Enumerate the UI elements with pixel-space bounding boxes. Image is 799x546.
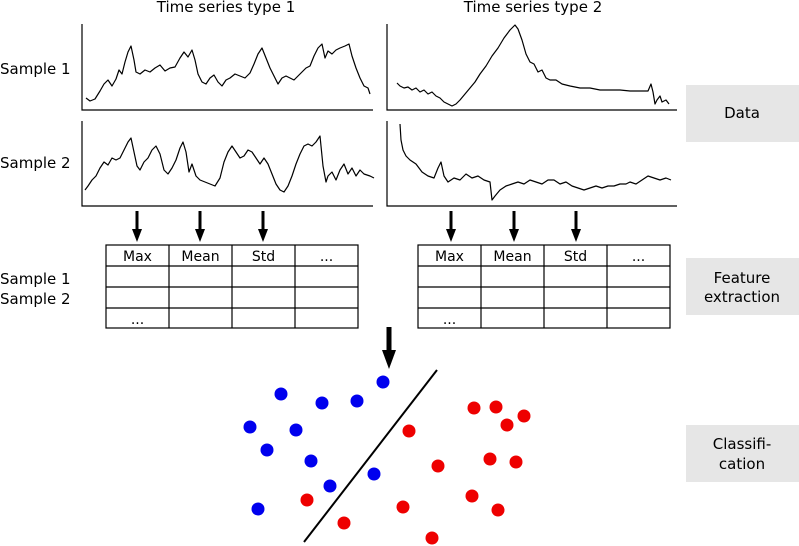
stage-label-data: Data	[724, 104, 760, 122]
table-header-cell: Std	[564, 249, 587, 265]
blue-class-point	[315, 396, 329, 410]
blue-class-point	[350, 394, 364, 408]
red-class-point	[396, 500, 410, 514]
row-label-sample-2: Sample 2	[0, 154, 71, 172]
red-class-point	[467, 401, 481, 415]
stage-box-data: Data	[686, 85, 799, 142]
blue-class-point	[243, 420, 257, 434]
feature-arrows	[132, 211, 581, 242]
stage-box-classification: Classifi- cation	[686, 425, 799, 482]
series-curve-type1-sample1	[85, 43, 371, 102]
blue-class-point	[251, 502, 265, 516]
arrow-to-classification	[382, 327, 396, 369]
classification-points	[243, 375, 531, 545]
plot-frame-type2-sample2	[386, 121, 677, 207]
table-header-cell: Std	[252, 249, 275, 265]
arrow-right-mean	[509, 211, 519, 242]
red-class-point	[509, 455, 523, 469]
table-header-cell: ...	[632, 249, 645, 265]
red-class-point	[402, 424, 416, 438]
blue-class-point	[323, 479, 337, 493]
arrow-left-mean	[195, 211, 205, 242]
plot-frame-type2-sample1	[386, 24, 677, 111]
stage-label-feature-extraction-line2: extraction	[704, 288, 780, 306]
stage-label-classification-line2: cation	[719, 455, 765, 473]
series-curve-type2-sample1	[396, 24, 670, 107]
table-cell: ...	[131, 312, 144, 328]
feature-table-type-2: Max Mean Std ... ...	[417, 244, 671, 329]
blue-class-point	[376, 375, 390, 389]
red-class-point	[483, 452, 497, 466]
plot-frame-type1-sample2	[81, 121, 373, 207]
blue-class-point	[289, 423, 303, 437]
red-class-point	[500, 418, 514, 432]
table-cell: ...	[443, 312, 456, 328]
table-header-cell: Mean	[493, 249, 531, 265]
row-label-sample-1: Sample 1	[0, 60, 71, 78]
stage-label-classification-line1: Classifi-	[713, 435, 772, 453]
red-class-point	[300, 493, 314, 507]
series-curve-type1-sample2	[84, 135, 375, 193]
table-header-cell: Max	[123, 249, 152, 265]
red-class-point	[517, 409, 531, 423]
arrow-left-std	[258, 211, 268, 242]
decision-boundary-line	[303, 369, 438, 543]
red-class-point	[337, 516, 351, 530]
table-header-cell: Mean	[181, 249, 219, 265]
feature-row-label-sample-1: Sample 1	[0, 270, 71, 288]
arrow-left-max	[132, 211, 142, 242]
blue-class-point	[260, 443, 274, 457]
table-header-cell: Max	[435, 249, 464, 265]
stage-label-feature-extraction-line1: Feature	[714, 269, 771, 287]
blue-class-point	[304, 454, 318, 468]
table-header-cell: ...	[320, 249, 333, 265]
blue-class-point	[274, 387, 288, 401]
arrow-right-std	[571, 211, 581, 242]
column-title-type-2: Time series type 2	[463, 0, 603, 16]
arrow-right-max	[446, 211, 456, 242]
column-title-type-1: Time series type 1	[156, 0, 296, 16]
feature-table-type-1: Max Mean Std ... ...	[105, 244, 359, 329]
red-class-point	[465, 489, 479, 503]
red-class-point	[491, 503, 505, 517]
plot-frame-type1-sample1	[81, 24, 373, 111]
red-class-point	[431, 459, 445, 473]
red-class-point	[489, 400, 503, 414]
feature-row-label-sample-2: Sample 2	[0, 290, 71, 308]
red-class-point	[425, 531, 439, 545]
blue-class-point	[367, 467, 381, 481]
stage-box-feature-extraction: Feature extraction	[686, 258, 799, 315]
series-curve-type2-sample2	[399, 123, 672, 201]
